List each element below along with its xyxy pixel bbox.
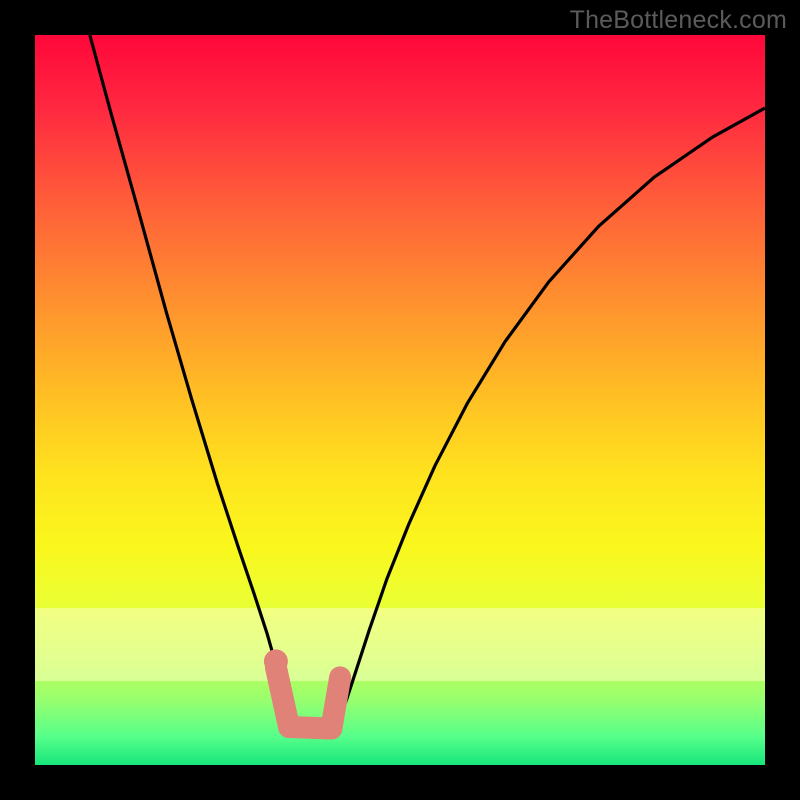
highlight-band	[35, 608, 765, 681]
watermark-text: TheBottleneck.com	[570, 6, 787, 35]
plot-area	[35, 35, 765, 765]
gradient-svg	[35, 35, 765, 765]
